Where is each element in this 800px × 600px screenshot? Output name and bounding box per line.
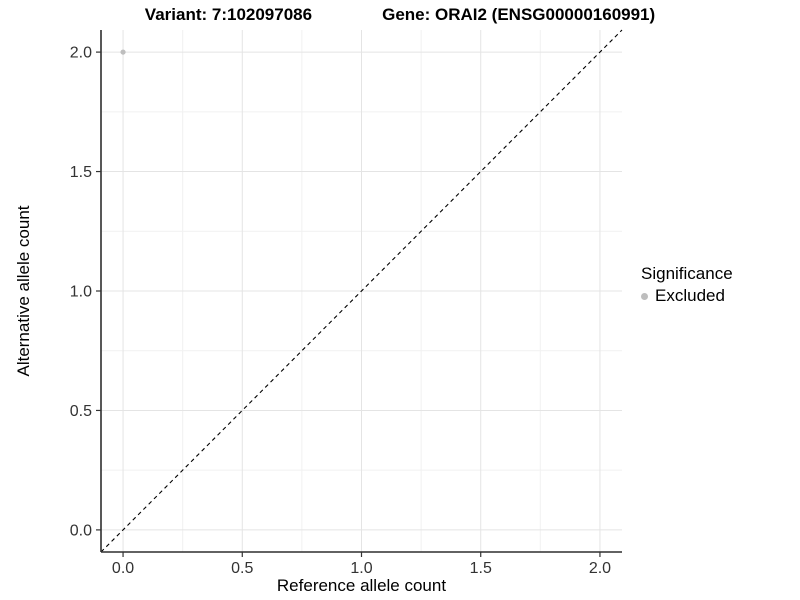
data-point	[120, 49, 126, 55]
y-tick-label: 1.5	[70, 164, 92, 181]
x-axis-title: Reference allele count	[276, 576, 447, 595]
variant-title: Variant: 7:102097086	[144, 5, 313, 24]
legend-item-excluded: Excluded	[641, 286, 733, 306]
x-tick-label: 1.5	[470, 560, 492, 577]
gene-title: Gene: ORAI2 (ENSG00000160991)	[382, 5, 656, 24]
y-tick-label: 0.0	[70, 522, 92, 539]
x-tick-label: 0.5	[231, 560, 253, 577]
x-tick-label: 2.0	[589, 560, 611, 577]
legend-title: Significance	[641, 264, 733, 283]
legend: Significance Excluded	[641, 263, 733, 306]
y-tick-label: 1.0	[70, 284, 92, 301]
y-tick-label: 2.0	[70, 45, 92, 62]
x-tick-label: 1.0	[350, 560, 372, 577]
legend-point-icon	[641, 292, 648, 300]
y-axis-title-text: Alternative allele count	[14, 205, 33, 377]
plot-title: Variant: 7:102097086 Gene: ORAI2 (ENSG00…	[0, 5, 800, 24]
x-tick-label: 0.0	[112, 560, 134, 577]
legend-item-label: Excluded	[655, 286, 725, 305]
y-tick-label: 0.5	[70, 403, 92, 420]
identity-line	[100, 29, 623, 553]
